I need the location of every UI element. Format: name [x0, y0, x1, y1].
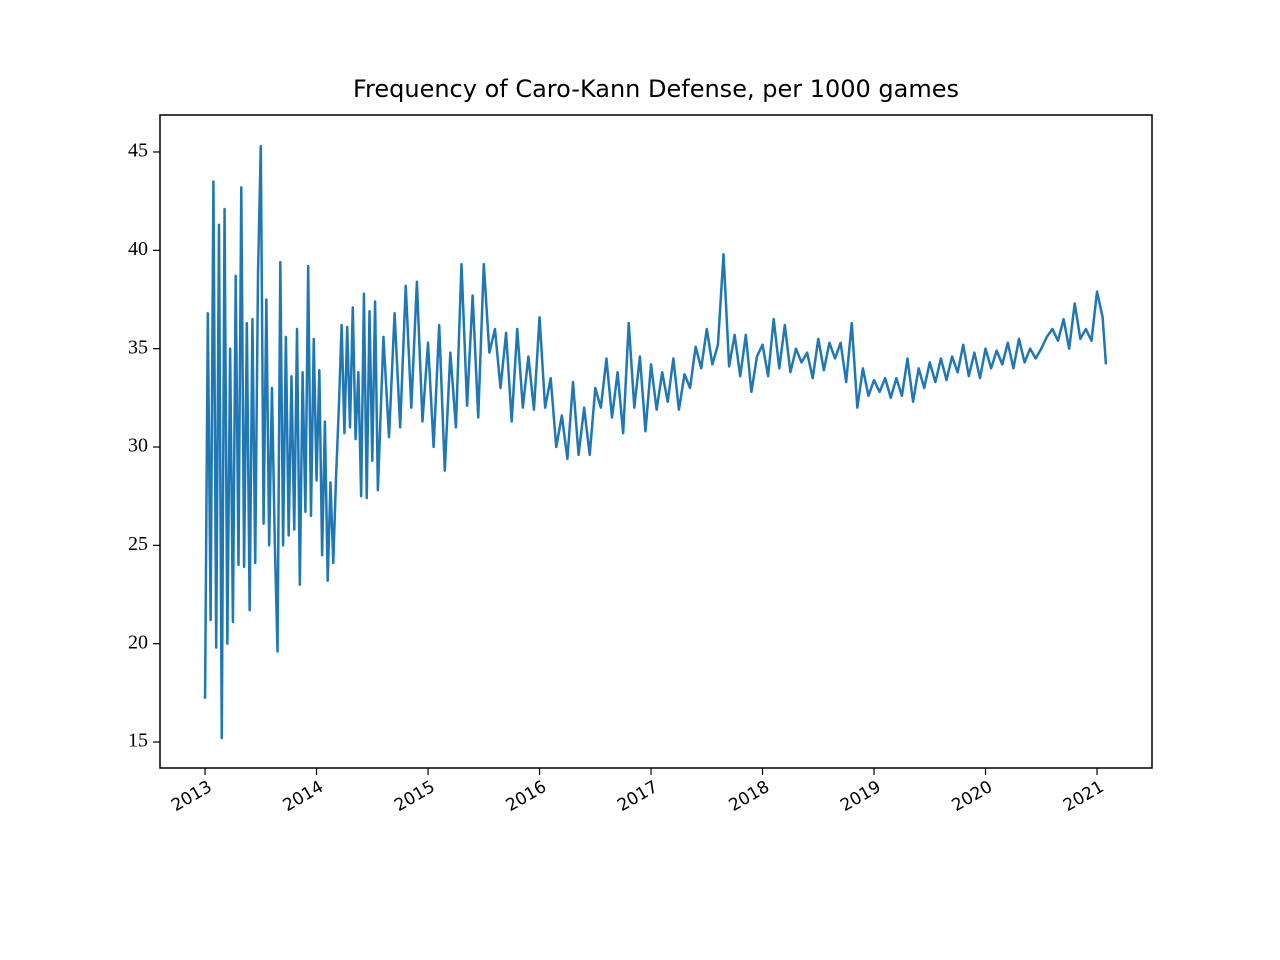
y-tick-label: 15 — [128, 730, 148, 752]
x-tick-label: 2015 — [391, 777, 438, 816]
x-tick-label: 2013 — [168, 777, 215, 816]
x-tick-label: 2017 — [614, 777, 661, 816]
y-tick-label: 40 — [128, 238, 148, 260]
y-tick-label: 30 — [128, 435, 148, 457]
y-tick-label: 20 — [128, 631, 148, 653]
y-tick-label: 45 — [128, 140, 148, 162]
x-tick-label: 2018 — [726, 777, 773, 816]
y-tick-label: 35 — [128, 336, 148, 358]
data-line — [203, 144, 1108, 740]
x-tick-label: 2014 — [280, 777, 327, 816]
chart-title: Frequency of Caro-Kann Defense, per 1000… — [353, 75, 959, 103]
x-tick-label: 2016 — [503, 777, 550, 816]
x-tick-label: 2021 — [1060, 777, 1107, 816]
plot-frame — [159, 114, 1153, 769]
y-tick-label: 25 — [128, 533, 148, 555]
x-tick-label: 2020 — [949, 777, 996, 816]
x-tick-label: 2019 — [837, 777, 884, 816]
